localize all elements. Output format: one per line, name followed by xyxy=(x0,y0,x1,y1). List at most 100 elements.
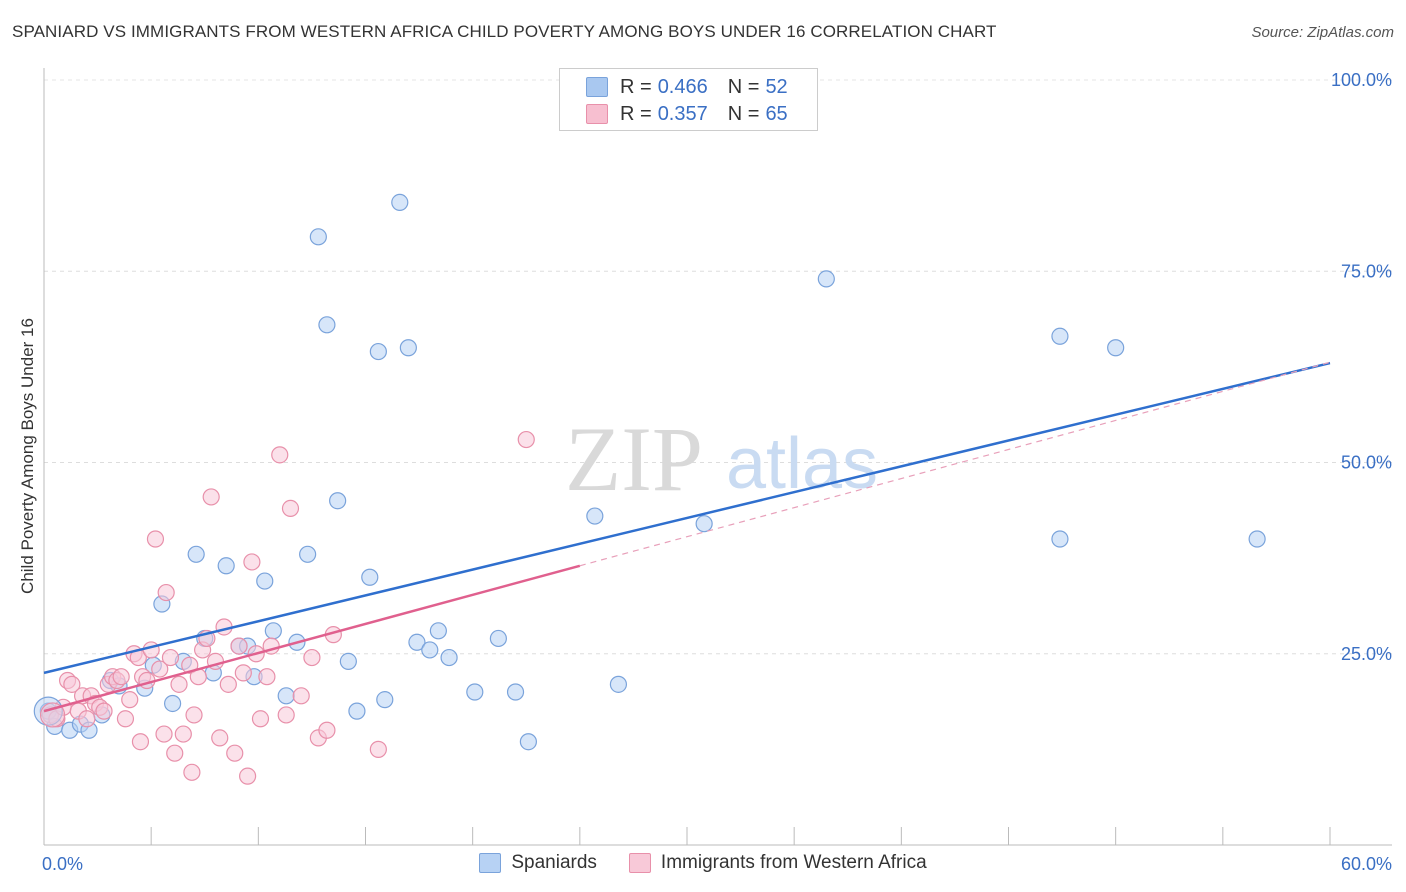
immigrants-point xyxy=(517,430,535,449)
immigrants-point xyxy=(116,710,135,728)
legend-r-value: 0.357 xyxy=(657,102,708,125)
immigrants-point xyxy=(234,664,252,682)
spaniards-point xyxy=(329,492,347,510)
immigrants-point xyxy=(230,637,248,655)
immigrants-point xyxy=(318,721,336,739)
spaniards-point xyxy=(187,545,205,563)
spaniards-point xyxy=(164,694,182,713)
immigrants-point xyxy=(155,725,173,743)
legend-n-label: N = xyxy=(727,102,760,125)
legend-r-label: R = xyxy=(620,75,652,98)
immigrants-point xyxy=(151,660,169,678)
immigrants-point xyxy=(183,763,201,781)
axes xyxy=(43,68,1392,846)
y-tick-label: 75.0% xyxy=(1341,261,1392,281)
spaniards-point xyxy=(1107,339,1125,357)
immigrants-point xyxy=(251,710,270,728)
spaniards-point xyxy=(1051,530,1069,548)
tick-labels: 25.0% 50.0% 75.0% 100.0% 0.0% 60.0% xyxy=(42,70,1392,874)
immigrants-point xyxy=(121,691,139,709)
immigrants-point xyxy=(243,553,261,571)
legend-swatch-spaniards xyxy=(586,77,608,97)
immigrants-point xyxy=(303,648,321,667)
legend-swatch-immigrants xyxy=(628,853,651,873)
immigrants-point xyxy=(226,744,244,762)
legend-r-value: 0.466 xyxy=(657,75,708,98)
spaniards-point xyxy=(391,193,409,211)
immigrants-point xyxy=(211,729,229,747)
immigrants-trend-extension xyxy=(579,361,1331,567)
spaniards-point xyxy=(309,228,327,246)
spaniards-point xyxy=(519,733,537,751)
spaniards-point xyxy=(399,339,417,357)
spaniards-point xyxy=(299,545,317,563)
legend-n-value: 52 xyxy=(765,75,788,98)
stats-legend: R = 0.466 N = 52 R = 0.357 N = 65 xyxy=(559,68,818,131)
spaniards-point xyxy=(408,633,426,651)
legend-n-label: N = xyxy=(727,75,760,98)
legend-label-spaniards: Spaniards xyxy=(511,852,597,873)
spaniards-point xyxy=(361,568,379,586)
legend-label-immigrants: Immigrants from Western Africa xyxy=(660,852,927,873)
immigrants-point xyxy=(174,725,192,743)
spaniards-point xyxy=(348,702,366,720)
spaniards-point xyxy=(429,622,447,640)
spaniards-point xyxy=(421,641,439,659)
y-tick-label: 100.0% xyxy=(1331,70,1392,90)
immigrants-point xyxy=(271,446,289,464)
immigrants-point xyxy=(166,744,184,762)
immigrants-point xyxy=(202,488,220,506)
trend-lines xyxy=(43,361,1331,713)
immigrants-point xyxy=(112,668,130,686)
immigrants-point xyxy=(95,702,113,720)
immigrants-point xyxy=(39,702,66,728)
spaniards-point xyxy=(264,622,282,640)
immigrants-point xyxy=(131,733,150,751)
immigrants-point xyxy=(281,499,300,517)
watermark-zip: ZIP xyxy=(565,408,703,510)
legend-r-label: R = xyxy=(620,102,652,125)
legend-row-spaniards: R = 0.466 N = 52 xyxy=(586,74,788,100)
spaniards-point xyxy=(466,683,484,701)
legend-swatch-spaniards xyxy=(479,853,502,873)
legend-row-immigrants: R = 0.357 N = 65 xyxy=(586,101,788,127)
spaniards-point xyxy=(506,683,525,701)
source-label: Source: ZipAtlas.com xyxy=(1251,24,1394,41)
spaniards-point xyxy=(695,515,713,533)
immigrants-point xyxy=(157,583,175,602)
immigrants-point xyxy=(258,668,276,686)
y-tick-label: 25.0% xyxy=(1341,644,1392,664)
immigrants-point xyxy=(161,648,180,667)
x-tick-label: 0.0% xyxy=(42,854,83,874)
immigrants-point xyxy=(185,706,203,724)
legend-item-immigrants: Immigrants from Western Africa xyxy=(628,852,927,874)
spaniards-point xyxy=(1051,327,1069,345)
immigrants-point xyxy=(369,740,387,758)
legend-item-spaniards: Spaniards xyxy=(479,852,597,874)
watermark: ZIP atlas xyxy=(565,408,878,510)
spaniards-point xyxy=(817,270,835,288)
spaniards-point xyxy=(440,648,458,667)
legend-swatch-immigrants xyxy=(586,104,608,124)
immigrants-point xyxy=(219,675,237,693)
spaniards-point xyxy=(376,691,394,709)
y-axis-label: Child Poverty Among Boys Under 16 xyxy=(18,318,37,594)
watermark-atlas: atlas xyxy=(726,424,878,504)
spaniards-point xyxy=(1248,530,1266,548)
spaniards-point xyxy=(369,342,387,361)
legend-n-value: 65 xyxy=(765,102,788,125)
spaniards-point xyxy=(217,557,235,575)
spaniards-point xyxy=(586,507,604,525)
immigrants-point xyxy=(142,641,160,659)
immigrants-point xyxy=(170,675,188,693)
immigrants-point xyxy=(63,675,81,693)
spaniards-point xyxy=(277,687,295,705)
spaniards-trend-line xyxy=(43,361,1331,675)
spaniards-point xyxy=(489,629,507,648)
y-tick-label: 50.0% xyxy=(1341,453,1392,473)
spaniards-point xyxy=(609,675,628,693)
immigrants-point xyxy=(239,767,257,785)
data-points xyxy=(33,193,1266,785)
immigrants-point xyxy=(146,530,165,548)
